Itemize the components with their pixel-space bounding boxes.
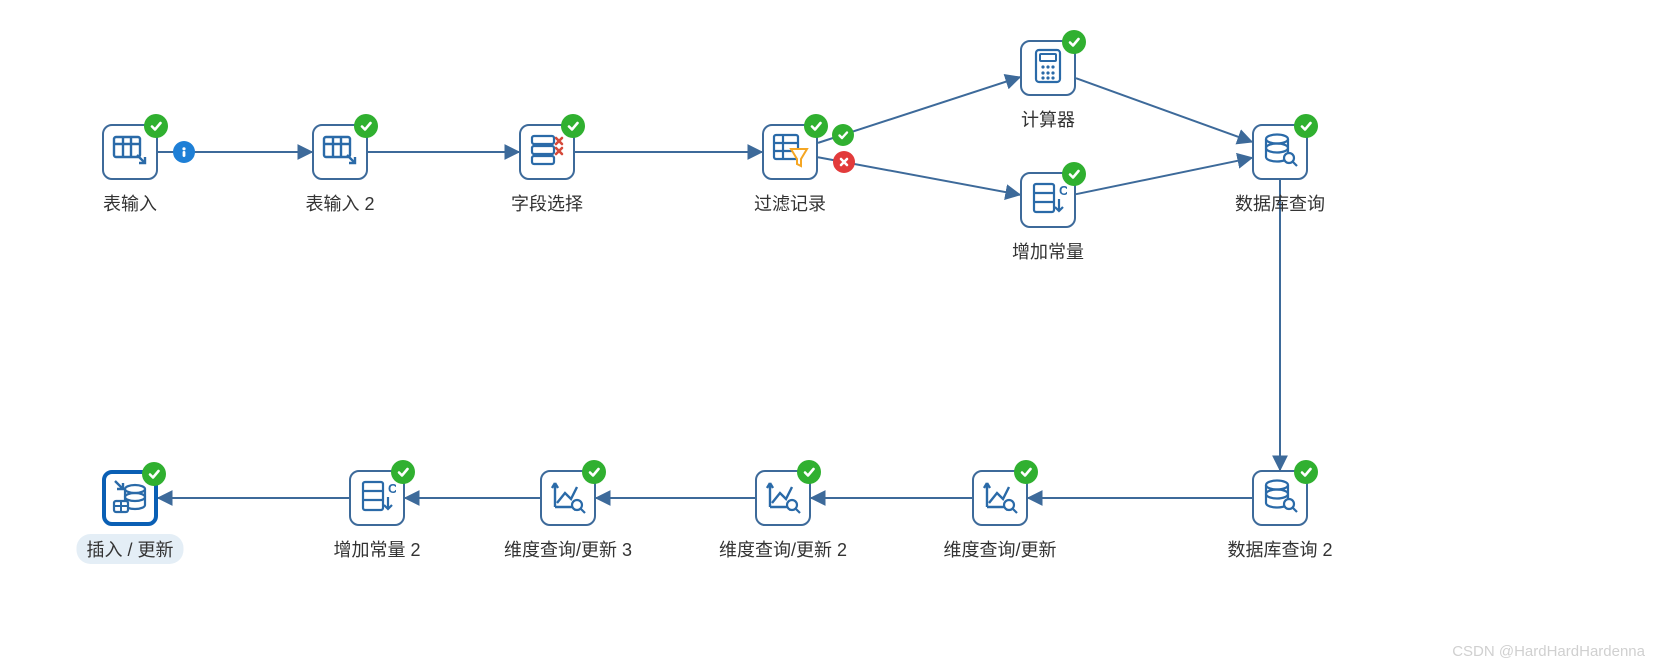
calc-icon	[1029, 47, 1067, 90]
filter-icon	[771, 131, 809, 174]
status-ok-icon	[142, 462, 166, 486]
status-ok-icon	[391, 460, 415, 484]
flow-node[interactable]: 维度查询/更新 2	[755, 470, 811, 526]
flow-node[interactable]: 表输入 2	[312, 124, 368, 180]
hop-err-icon	[833, 151, 855, 173]
hop-info-icon	[173, 141, 195, 163]
node-box[interactable]	[762, 124, 818, 180]
node-box[interactable]	[519, 124, 575, 180]
node-label: 增加常量 2	[323, 534, 430, 564]
status-ok-icon	[561, 114, 585, 138]
node-label: 增加常量	[1002, 236, 1094, 266]
flow-node[interactable]: 数据库查询	[1252, 124, 1308, 180]
status-ok-icon	[1062, 162, 1086, 186]
node-box[interactable]	[972, 470, 1028, 526]
flow-node[interactable]: 计算器	[1020, 40, 1076, 96]
node-label: 计算器	[1011, 104, 1085, 134]
status-ok-icon	[797, 460, 821, 484]
status-ok-icon	[1294, 114, 1318, 138]
flow-node[interactable]: 插入 / 更新	[102, 470, 158, 526]
svg-text:C: C	[388, 481, 396, 496]
node-box[interactable]	[102, 124, 158, 180]
flow-edge	[1076, 158, 1252, 194]
insup-icon	[111, 477, 149, 520]
node-box[interactable]	[312, 124, 368, 180]
node-box[interactable]	[755, 470, 811, 526]
flow-node[interactable]: 字段选择	[519, 124, 575, 180]
node-box[interactable]	[102, 470, 158, 526]
node-label: 表输入 2	[295, 188, 384, 218]
status-ok-icon	[1014, 460, 1038, 484]
svg-text:C: C	[1059, 183, 1067, 198]
node-label: 数据库查询 2	[1217, 534, 1342, 564]
const-icon: C	[1029, 179, 1067, 222]
flow-node[interactable]: 数据库查询 2	[1252, 470, 1308, 526]
flow-node[interactable]: C 增加常量 2	[349, 470, 405, 526]
status-ok-icon	[144, 114, 168, 138]
status-ok-icon	[1294, 460, 1318, 484]
node-label: 维度查询/更新	[933, 534, 1066, 564]
flow-canvas	[0, 0, 1657, 668]
node-box[interactable]	[540, 470, 596, 526]
flow-node[interactable]: C 增加常量	[1020, 172, 1076, 228]
flow-edge	[1076, 78, 1252, 142]
node-label: 字段选择	[501, 188, 593, 218]
node-box[interactable]: C	[349, 470, 405, 526]
db-lookup-icon	[1261, 131, 1299, 174]
node-box[interactable]	[1020, 40, 1076, 96]
table-in-icon	[321, 131, 359, 174]
hop-ok-icon	[832, 124, 854, 146]
node-label: 数据库查询	[1225, 188, 1335, 218]
flow-node[interactable]: 过滤记录	[762, 124, 818, 180]
node-box[interactable]: C	[1020, 172, 1076, 228]
table-in-icon	[111, 131, 149, 174]
const-icon: C	[358, 477, 396, 520]
dim-icon	[981, 477, 1019, 520]
node-label: 插入 / 更新	[76, 534, 183, 564]
dim-icon	[764, 477, 802, 520]
status-ok-icon	[354, 114, 378, 138]
status-ok-icon	[1062, 30, 1086, 54]
node-label: 过滤记录	[744, 188, 836, 218]
node-label: 维度查询/更新 2	[709, 534, 857, 564]
flow-node[interactable]: 表输入	[102, 124, 158, 180]
dim-icon	[549, 477, 587, 520]
db-lookup-icon	[1261, 477, 1299, 520]
status-ok-icon	[804, 114, 828, 138]
node-label: 表输入	[93, 188, 167, 218]
watermark: CSDN @HardHardHardenna	[1452, 643, 1645, 660]
node-box[interactable]	[1252, 470, 1308, 526]
status-ok-icon	[582, 460, 606, 484]
node-label: 维度查询/更新 3	[494, 534, 642, 564]
field-sel-icon	[528, 131, 566, 174]
flow-node[interactable]: 维度查询/更新 3	[540, 470, 596, 526]
node-box[interactable]	[1252, 124, 1308, 180]
flow-node[interactable]: 维度查询/更新	[972, 470, 1028, 526]
